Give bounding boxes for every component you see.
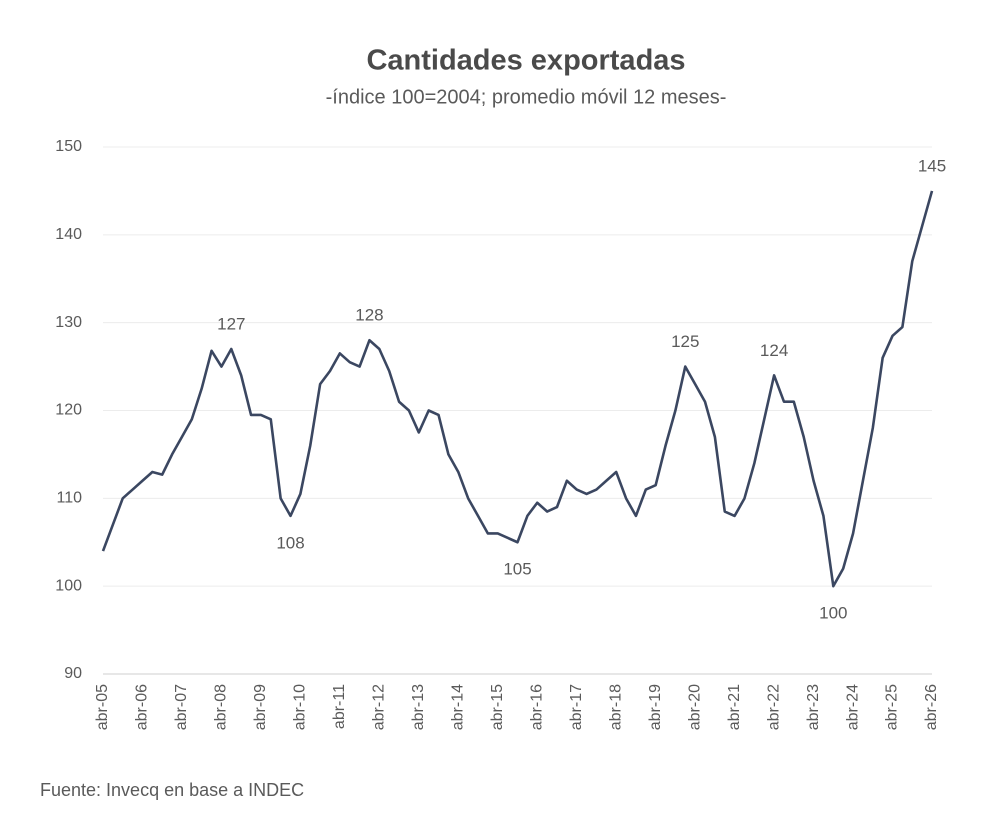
x-tick-label: abr-06 xyxy=(134,684,151,730)
chart-title: Cantidades exportadas xyxy=(366,45,685,77)
x-tick-label: abr-13 xyxy=(410,684,427,730)
x-tick-label: abr-12 xyxy=(371,684,388,730)
data-label: 125 xyxy=(671,332,699,351)
x-tick-label: abr-11 xyxy=(331,684,348,729)
y-tick-label: 140 xyxy=(55,226,82,243)
y-tick-label: 120 xyxy=(55,402,82,419)
source-note: Fuente: Invecq en base a INDEC xyxy=(40,780,304,800)
x-tick-label: abr-20 xyxy=(686,684,703,730)
data-label: 127 xyxy=(217,315,245,334)
x-tick-label: abr-23 xyxy=(805,684,822,730)
chart-subtitle: -índice 100=2004; promedio móvil 12 mese… xyxy=(326,86,727,108)
x-tick-label: abr-05 xyxy=(94,684,111,730)
x-tick-label: abr-09 xyxy=(252,684,269,730)
data-label: 108 xyxy=(276,533,304,552)
y-tick-label: 150 xyxy=(55,138,82,155)
x-tick-label: abr-18 xyxy=(607,684,624,730)
y-tick-label: 130 xyxy=(55,314,82,331)
x-tick-label: abr-22 xyxy=(765,684,782,730)
x-tick-label: abr-15 xyxy=(489,684,506,730)
x-tick-label: abr-10 xyxy=(292,684,309,730)
data-line xyxy=(101,190,934,588)
data-label: 105 xyxy=(503,560,531,579)
x-tick-label: abr-17 xyxy=(568,684,585,730)
data-label: 100 xyxy=(819,604,847,623)
x-tick-label: abr-26 xyxy=(923,684,940,730)
data-label: 128 xyxy=(355,306,383,325)
data-label: 124 xyxy=(760,341,788,360)
x-tick-label: abr-19 xyxy=(647,684,664,730)
x-tick-label: abr-14 xyxy=(450,684,467,730)
x-tick-label: abr-16 xyxy=(528,684,545,730)
x-tick-label: abr-07 xyxy=(173,684,190,730)
x-tick-label: abr-24 xyxy=(844,684,861,730)
x-tick-label: abr-25 xyxy=(884,684,901,730)
x-tick-label: abr-08 xyxy=(213,684,230,730)
y-tick-label: 100 xyxy=(55,577,82,594)
x-tick-label: abr-21 xyxy=(726,684,743,730)
y-tick-label: 90 xyxy=(64,665,82,682)
data-label: 145 xyxy=(918,156,946,175)
y-tick-label: 110 xyxy=(56,490,82,507)
